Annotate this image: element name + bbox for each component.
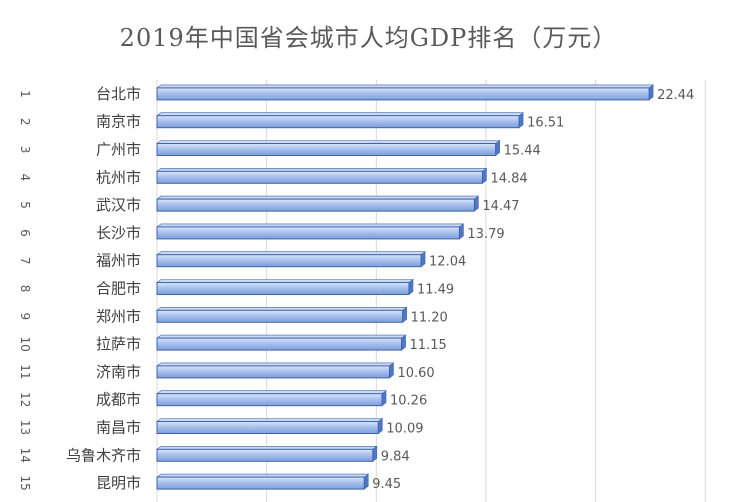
data-label: 15.44 — [504, 144, 541, 159]
category-label: 杭州市 — [96, 168, 141, 186]
data-label: 10.26 — [390, 394, 427, 409]
rank-label: 8 — [18, 285, 32, 293]
chart-title: 2019年中国省会城市人均GDP排名（万元） — [119, 24, 618, 52]
category-label: 南京市 — [96, 113, 141, 131]
rank-label: 12 — [18, 392, 32, 407]
bar — [156, 365, 390, 379]
data-label: 11.20 — [411, 310, 448, 325]
data-label: 12.04 — [429, 255, 466, 270]
labels: 22.44 台北市 1 16.51 南京市 2 15.44 广州市 3 14.84 杭州市 4 14.4… — [18, 85, 694, 492]
rank-label: 6 — [18, 229, 32, 237]
rank-label: 1 — [18, 90, 32, 98]
data-label: 13.79 — [467, 227, 504, 242]
data-label: 16.51 — [527, 116, 564, 131]
bar — [156, 337, 403, 351]
category-label: 郑州市 — [96, 307, 141, 325]
data-label: 14.84 — [490, 171, 527, 186]
data-label: 9.84 — [381, 449, 410, 464]
bars — [156, 84, 655, 490]
category-label: 南昌市 — [96, 419, 141, 437]
bar — [156, 421, 379, 434]
rank-label: 15 — [18, 475, 32, 490]
rank-label: 10 — [18, 336, 32, 351]
rank-label: 11 — [18, 364, 32, 379]
bar — [156, 87, 650, 101]
category-label: 台北市 — [96, 85, 141, 103]
bar — [156, 309, 404, 323]
bar — [156, 115, 520, 129]
bar — [156, 143, 497, 156]
data-label: 10.09 — [386, 422, 423, 437]
bar — [156, 476, 365, 490]
data-label: 9.45 — [372, 477, 401, 492]
category-label: 长沙市 — [96, 224, 141, 242]
category-label: 乌鲁木齐市 — [66, 446, 141, 464]
category-label: 昆明市 — [96, 474, 141, 492]
data-label: 11.15 — [410, 338, 447, 353]
category-label: 拉萨市 — [96, 335, 141, 353]
rank-label: 7 — [18, 257, 32, 265]
category-label: 武汉市 — [96, 196, 141, 214]
category-label: 合肥市 — [96, 280, 141, 298]
rank-label: 14 — [18, 448, 32, 463]
bar — [156, 282, 410, 295]
category-label: 广州市 — [96, 141, 141, 159]
rank-label: 9 — [18, 312, 32, 320]
data-label: 10.60 — [397, 366, 434, 381]
bar — [156, 198, 475, 212]
rank-label: 5 — [18, 201, 32, 209]
category-label: 成都市 — [96, 391, 141, 409]
rank-label: 2 — [18, 118, 32, 126]
rank-label: 4 — [18, 173, 32, 181]
data-label: 11.49 — [417, 283, 454, 298]
rank-label: 13 — [18, 420, 32, 435]
bar — [156, 393, 383, 407]
category-label: 济南市 — [96, 363, 141, 381]
data-label: 22.44 — [657, 88, 694, 103]
bar — [156, 170, 483, 184]
data-label: 14.47 — [482, 199, 519, 214]
bar — [156, 254, 422, 268]
category-label: 福州市 — [96, 252, 141, 270]
bar — [156, 226, 460, 240]
rank-label: 3 — [18, 146, 32, 154]
bar — [156, 448, 374, 462]
